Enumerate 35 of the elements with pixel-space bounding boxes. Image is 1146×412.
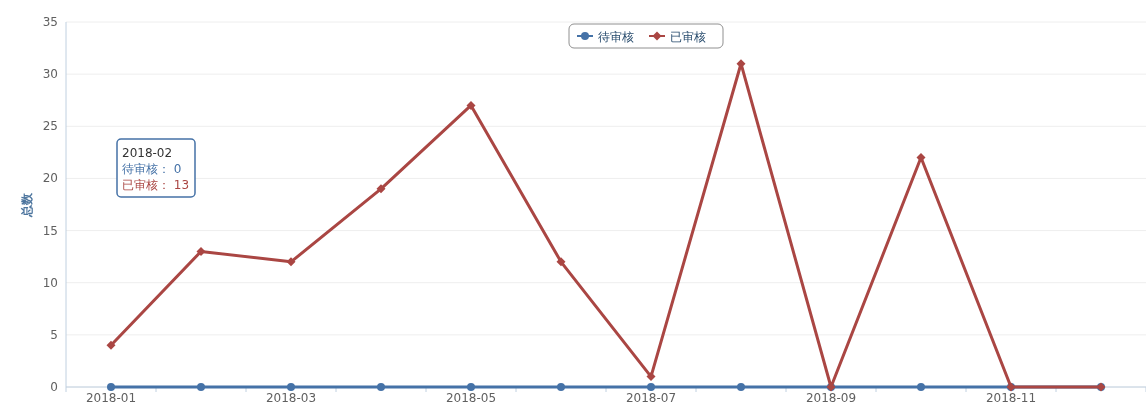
point xyxy=(196,246,206,256)
point xyxy=(646,372,656,382)
point xyxy=(466,100,476,110)
point xyxy=(106,340,116,350)
point xyxy=(737,383,745,391)
point xyxy=(467,383,475,391)
legend-label: 待审核 xyxy=(598,29,634,44)
x-tick-label: 2018-05 xyxy=(445,391,497,405)
annotation: 2018-02 待审核： 0 已审核： 13 xyxy=(116,138,196,198)
y-axis-title: 总数 xyxy=(20,191,34,218)
annotation: 2018-02 待审核： 0 已审核： 13 xyxy=(122,146,190,192)
y-tick-label: 10 xyxy=(42,275,58,290)
point xyxy=(647,383,655,391)
point xyxy=(287,383,295,391)
point xyxy=(377,383,385,391)
y-tick-label: 35 xyxy=(42,15,58,29)
point xyxy=(556,257,566,267)
y-tick-label: 25 xyxy=(42,119,58,134)
y-tick-label: 5 xyxy=(50,327,58,342)
point xyxy=(286,257,296,267)
x-tick-label: 2018-01 xyxy=(85,391,137,405)
y-tick-label: 0 xyxy=(50,380,58,394)
y-tick-label: 20 xyxy=(42,171,58,186)
y-tick-label: 30 xyxy=(42,67,58,82)
point xyxy=(557,383,565,391)
x-tick-label: 2018-03 xyxy=(265,391,317,405)
x-tick-label: 2018-11 xyxy=(985,391,1037,405)
legend-label: 已审核 xyxy=(670,29,706,44)
point xyxy=(376,184,386,194)
point xyxy=(197,383,205,391)
x-tick-label: 2018-07 xyxy=(625,391,677,405)
x-tick-label: 2018-09 xyxy=(805,391,857,405)
point xyxy=(917,383,925,391)
y-tick-label: 15 xyxy=(42,223,58,238)
point xyxy=(107,383,115,391)
